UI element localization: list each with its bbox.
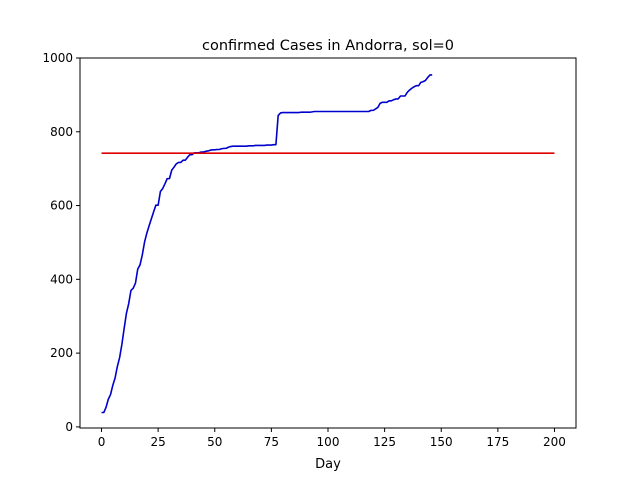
x-tick-label: 150 <box>430 435 453 449</box>
y-tick-label: 800 <box>50 125 73 139</box>
chart-title: confirmed Cases in Andorra, sol=0 <box>202 38 454 54</box>
y-axis-ticks: 0 200 400 600 800 1000 <box>42 51 80 434</box>
y-tick-label: 0 <box>65 420 73 434</box>
y-tick-label: 200 <box>50 346 73 360</box>
y-tick-label: 400 <box>50 272 73 286</box>
plot-frame <box>79 57 577 429</box>
x-tick-label: 100 <box>317 435 340 449</box>
x-tick-label: 75 <box>264 435 279 449</box>
x-tick-label: 175 <box>486 435 509 449</box>
x-tick-label: 200 <box>543 435 566 449</box>
x-tick-label: 0 <box>98 435 106 449</box>
x-tick-label: 125 <box>373 435 396 449</box>
series-line-1 <box>101 74 433 414</box>
x-axis-ticks: 0 25 50 75 100 125 150 175 200 <box>98 428 566 449</box>
y-tick-label: 1000 <box>42 51 73 65</box>
x-axis-label: Day <box>315 457 341 472</box>
x-tick-label: 25 <box>150 435 165 449</box>
plot-series <box>101 74 555 414</box>
x-tick-label: 50 <box>207 435 222 449</box>
y-tick-label: 600 <box>50 199 73 213</box>
